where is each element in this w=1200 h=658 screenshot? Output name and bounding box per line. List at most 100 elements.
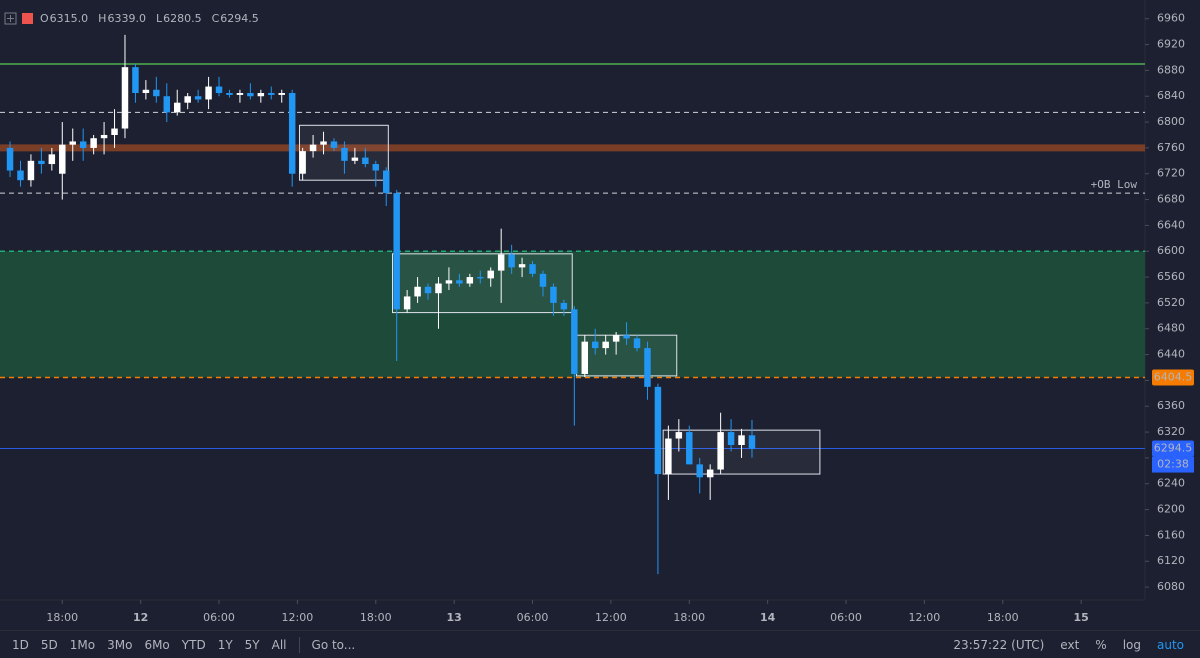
x-tick-label: 18:00 bbox=[987, 611, 1019, 624]
countdown-label: 02:38 bbox=[1157, 458, 1189, 471]
candle-body bbox=[247, 93, 254, 97]
candle-body bbox=[226, 93, 233, 95]
x-tick-label: 12:00 bbox=[282, 611, 314, 624]
range-button[interactable]: 5Y bbox=[244, 637, 260, 652]
candle-body bbox=[372, 164, 380, 171]
x-tick-label: 06:00 bbox=[830, 611, 862, 624]
ohlc-key: C bbox=[212, 12, 220, 25]
range-button[interactable]: 1D bbox=[12, 637, 29, 652]
candle-body bbox=[560, 302, 568, 310]
candle-body bbox=[435, 283, 442, 294]
y-tick-label: 6600 bbox=[1157, 244, 1185, 257]
alert-icon[interactable] bbox=[22, 13, 33, 24]
range-button[interactable]: 1Mo bbox=[69, 637, 96, 652]
x-tick-label: 18:00 bbox=[46, 611, 78, 624]
candle-body bbox=[591, 341, 599, 349]
candle-body bbox=[132, 67, 139, 94]
y-tick-label: 6320 bbox=[1157, 425, 1185, 438]
candle-body bbox=[571, 309, 578, 374]
price-badge-label: 6404.5 bbox=[1154, 371, 1193, 384]
candle-body bbox=[717, 432, 724, 470]
separator bbox=[298, 636, 300, 653]
toolbar-right: 23:57:22 (UTC) ext% log auto bbox=[953, 638, 1200, 652]
candle-body bbox=[362, 157, 369, 165]
candle-body bbox=[236, 93, 244, 95]
candle-body bbox=[424, 286, 432, 294]
expand-icon[interactable] bbox=[4, 12, 17, 25]
candle-body bbox=[17, 170, 24, 181]
candle-body bbox=[612, 335, 620, 342]
candle-body bbox=[497, 254, 505, 271]
y-tick-label: 6160 bbox=[1157, 528, 1185, 541]
candle-body bbox=[330, 141, 338, 148]
x-tick-label: 15 bbox=[1073, 611, 1088, 624]
ohlc-value: 6280.5 bbox=[163, 12, 202, 25]
candle-body bbox=[153, 89, 160, 97]
candle-body bbox=[382, 170, 390, 194]
y-tick-label: 6360 bbox=[1157, 399, 1185, 412]
candle-body bbox=[686, 432, 693, 465]
candle-body bbox=[508, 254, 515, 268]
candle-body bbox=[299, 151, 306, 174]
candle-body bbox=[320, 141, 327, 145]
candle-body bbox=[748, 435, 756, 449]
candle-body bbox=[194, 96, 202, 100]
x-tick-label: 12 bbox=[133, 611, 148, 624]
candle-body bbox=[6, 147, 14, 171]
ohlc-key: O bbox=[40, 12, 49, 25]
candle-body bbox=[163, 96, 171, 113]
y-tick-label: 6560 bbox=[1157, 270, 1185, 283]
candle-body bbox=[706, 469, 714, 478]
price-badge bbox=[1152, 369, 1194, 386]
range-button[interactable]: YTD bbox=[181, 637, 206, 652]
legend-header: O 6315.0 H 6339.0 L 6280.5 C 6294.5 bbox=[4, 12, 259, 25]
candle-body bbox=[644, 348, 651, 387]
option-button[interactable]: auto bbox=[1156, 637, 1184, 652]
x-tick-label: 13 bbox=[446, 611, 461, 624]
range-button[interactable]: 1Y bbox=[217, 637, 233, 652]
price-badge-label: 6294.5 bbox=[1154, 442, 1193, 455]
candle-body bbox=[90, 138, 97, 148]
x-tick-label: 18:00 bbox=[673, 611, 705, 624]
y-tick-label: 6440 bbox=[1157, 348, 1185, 361]
candle-body bbox=[257, 93, 265, 97]
bottom-toolbar: 1D 5D 1Mo 3Mo 6Mo YTD 1Y 5Y All Go to... 23:57:22 … bbox=[0, 630, 1200, 658]
range-button[interactable]: 3Mo bbox=[107, 637, 133, 652]
y-tick-label: 6960 bbox=[1157, 12, 1185, 25]
candle-body bbox=[142, 89, 150, 94]
candle-body bbox=[38, 160, 45, 165]
range-button[interactable]: All bbox=[271, 637, 287, 652]
option-button[interactable]: % bbox=[1095, 637, 1107, 652]
candle-body bbox=[487, 270, 494, 279]
plot: +OB Low bbox=[0, 34, 1145, 575]
y-tick-label: 6480 bbox=[1157, 322, 1185, 335]
candle-body bbox=[675, 432, 683, 439]
candle-body bbox=[696, 464, 703, 478]
y-tick-label: 6840 bbox=[1157, 89, 1185, 102]
candle-body bbox=[268, 93, 275, 95]
option-button[interactable]: log bbox=[1122, 637, 1141, 652]
candle-body bbox=[121, 67, 129, 129]
y-tick-label: 6200 bbox=[1157, 503, 1185, 516]
range-button[interactable]: 5D bbox=[40, 637, 58, 652]
range-button[interactable]: 6Mo bbox=[144, 637, 170, 652]
candle-body bbox=[633, 338, 641, 349]
ohlc-key: L bbox=[156, 12, 163, 25]
goto-button[interactable]: Go to... bbox=[311, 637, 356, 652]
candle-body bbox=[477, 277, 484, 279]
candle-body bbox=[48, 154, 56, 165]
candle-body bbox=[445, 280, 453, 284]
price-badge bbox=[1152, 440, 1194, 457]
x-tick-label: 06:00 bbox=[203, 611, 235, 624]
y-tick-label: 6240 bbox=[1157, 477, 1185, 490]
candle-body bbox=[351, 157, 359, 161]
ohlc-value: 6315.0 bbox=[50, 12, 89, 25]
y-tick-label: 6800 bbox=[1157, 115, 1185, 128]
candle-body bbox=[27, 160, 35, 181]
y-tick-label: 6880 bbox=[1157, 63, 1185, 76]
y-tick-label: 6640 bbox=[1157, 218, 1185, 231]
option-button[interactable]: ext bbox=[1060, 637, 1080, 652]
x-tick-label: 06:00 bbox=[517, 611, 549, 624]
ohlc-value: 6294.5 bbox=[220, 12, 259, 25]
y-tick-label: 6080 bbox=[1157, 580, 1185, 593]
